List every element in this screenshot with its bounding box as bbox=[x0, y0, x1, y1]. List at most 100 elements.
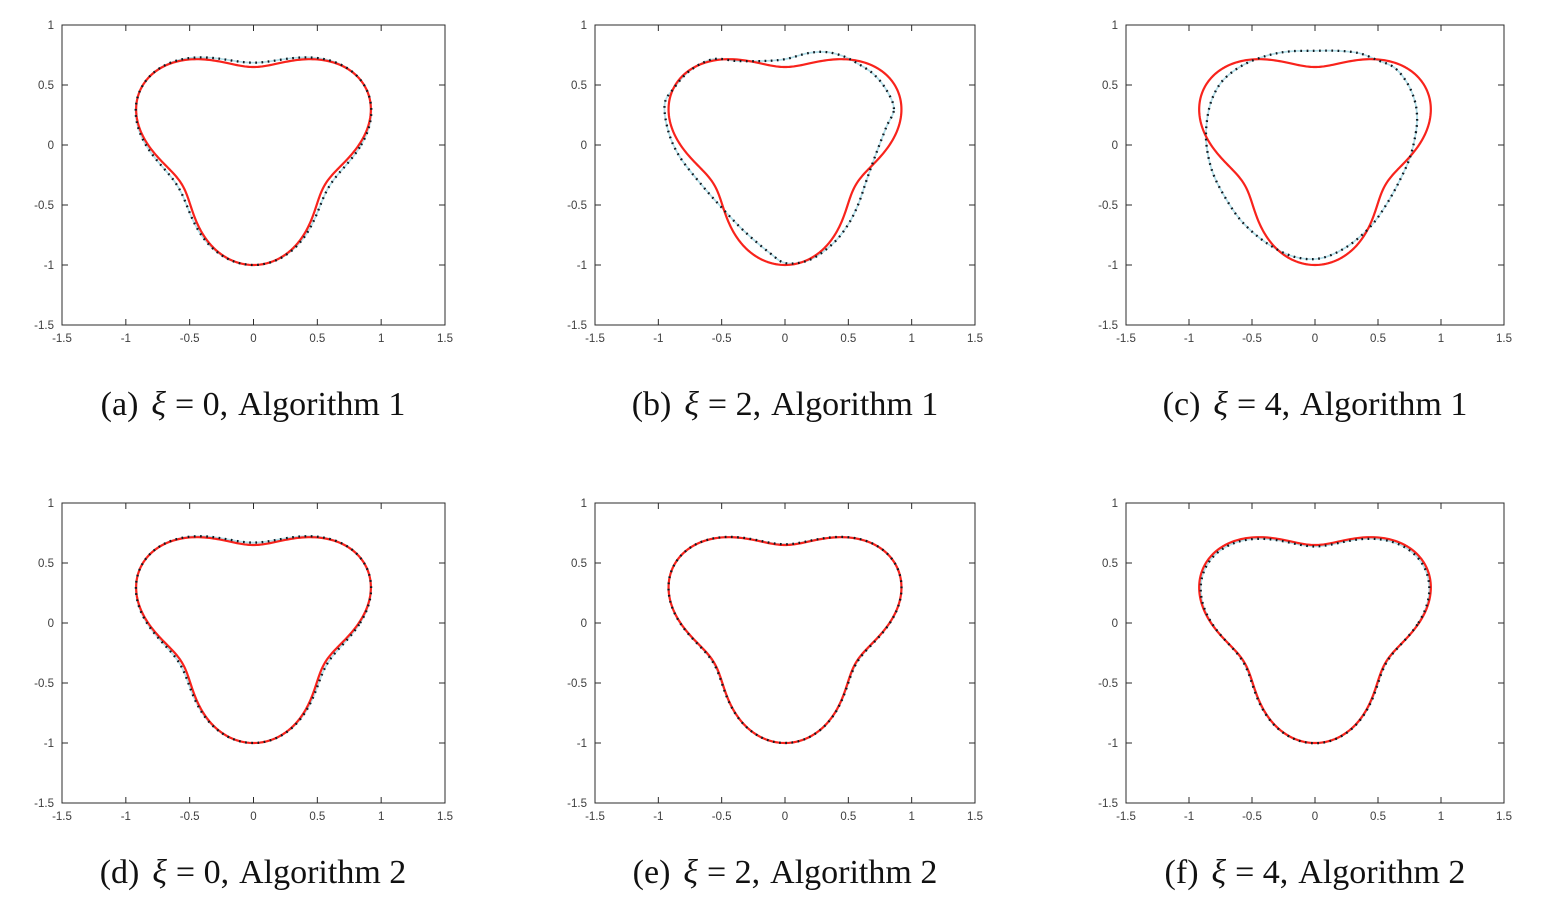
x-tick-label: 1.5 bbox=[1496, 333, 1512, 345]
y-tick-label: 0.5 bbox=[1102, 558, 1118, 570]
caption-e-index: (e) bbox=[632, 854, 671, 891]
y-tick-label: 0 bbox=[48, 140, 54, 152]
x-tick-label: 0.5 bbox=[1370, 333, 1386, 345]
y-tick-label: 0.5 bbox=[571, 558, 587, 570]
caption-b: (b) ξ = 2, Algorithm 1 bbox=[525, 386, 1045, 424]
x-tick-label: -1.5 bbox=[585, 333, 605, 345]
caption-b-algorithm: Algorithm 1 bbox=[771, 386, 939, 423]
x-tick-label: 0.5 bbox=[840, 333, 856, 345]
y-tick-label: -1 bbox=[1108, 738, 1118, 750]
reconstruction-dotted-curve-a bbox=[134, 56, 373, 267]
caption-c-algorithm: Algorithm 1 bbox=[1300, 386, 1468, 423]
caption-a-algorithm: Algorithm 1 bbox=[238, 386, 406, 423]
x-tick-label: -1 bbox=[1184, 333, 1194, 345]
tick-marks-a bbox=[61, 24, 446, 326]
reconstruction-line-a bbox=[134, 56, 373, 266]
x-tick-label: -1 bbox=[121, 333, 131, 345]
x-tick-label: 1.5 bbox=[437, 333, 453, 345]
y-tick-label: -1.5 bbox=[1098, 320, 1118, 332]
x-tick-label: 1 bbox=[378, 811, 384, 823]
tick-labels-f: -1.5 -1 -0.5 0 0.5 1 1.5 -1.5 -1 -0.5 0 0.5 1 bbox=[1098, 498, 1512, 823]
x-tick-label: -0.5 bbox=[712, 811, 732, 823]
y-tick-label: -1 bbox=[577, 260, 587, 272]
y-tick-label: -1.5 bbox=[1098, 798, 1118, 810]
tick-marks-b bbox=[594, 24, 976, 326]
reconstruction-dotted-curve-d bbox=[134, 535, 373, 745]
x-tick-label: 0.5 bbox=[840, 811, 856, 823]
x-tick-label: 1 bbox=[378, 333, 384, 345]
axes-box-e bbox=[594, 502, 976, 804]
reconstruction-dotted-curve-b bbox=[663, 50, 896, 265]
caption-f: (f) ξ = 4, Algorithm 2 bbox=[1055, 854, 1551, 892]
y-tick-label: 0 bbox=[581, 618, 587, 630]
exact-boundary-curve-a bbox=[135, 58, 372, 267]
x-tick-label: 0.5 bbox=[1370, 811, 1386, 823]
exact-boundary-curve-f bbox=[1198, 536, 1432, 745]
caption-a: (a) ξ = 0, Algorithm 1 bbox=[0, 386, 513, 424]
caption-d-algorithm: Algorithm 2 bbox=[239, 854, 407, 891]
caption-f-index: (f) bbox=[1164, 854, 1199, 891]
x-tick-label: -1.5 bbox=[52, 333, 72, 345]
caption-c-equation: = 4, bbox=[1236, 386, 1291, 423]
y-tick-label: 1 bbox=[48, 498, 54, 510]
x-tick-label: 1.5 bbox=[437, 811, 453, 823]
y-tick-label: -0.5 bbox=[567, 200, 587, 212]
caption-e-equation: = 2, bbox=[706, 854, 761, 891]
x-tick-label: 1 bbox=[1438, 811, 1444, 823]
exact-boundary-curve-b bbox=[667, 58, 903, 267]
exact-boundary-curve-c bbox=[1198, 58, 1432, 267]
tick-labels-d: -1.5 -1 -0.5 0 0.5 1 1.5 -1.5 -1 -0.5 0 0.5 1 bbox=[34, 498, 453, 823]
x-tick-label: -1.5 bbox=[1116, 333, 1136, 345]
caption-f-algorithm: Algorithm 2 bbox=[1298, 854, 1466, 891]
tick-marks-f bbox=[1125, 502, 1505, 804]
exact-boundary-curve-d bbox=[135, 536, 372, 745]
x-tick-label: -1 bbox=[121, 811, 131, 823]
tick-labels-a: -1.5 -1 -0.5 0 0.5 1 1.5 -1.5 -1 -0.5 0 0.5 1 bbox=[34, 20, 453, 345]
y-tick-label: 0 bbox=[1112, 618, 1118, 630]
tick-marks-d bbox=[61, 502, 446, 804]
x-tick-label: 0 bbox=[250, 811, 256, 823]
panel-f: -1.5 -1 -0.5 0 0.5 1 1.5 -1.5 -1 -0.5 0 0.5 1 bbox=[1098, 498, 1512, 823]
y-tick-label: 0.5 bbox=[571, 80, 587, 92]
caption-d-index: (d) bbox=[99, 854, 140, 891]
caption-a-xi-symbol: ξ bbox=[151, 386, 166, 423]
reconstruction-line-d bbox=[135, 535, 372, 744]
axes-box-c bbox=[1125, 24, 1505, 326]
y-tick-label: 0 bbox=[48, 618, 54, 630]
axes-box-b bbox=[594, 24, 976, 326]
x-tick-label: -1 bbox=[1184, 811, 1194, 823]
y-tick-label: -1 bbox=[44, 260, 54, 272]
x-tick-label: 0 bbox=[250, 333, 256, 345]
caption-b-index: (b) bbox=[631, 386, 672, 423]
y-tick-label: 1 bbox=[581, 498, 587, 510]
caption-b-xi-symbol: ξ bbox=[684, 386, 699, 423]
tick-labels-b: -1.5 -1 -0.5 0 0.5 1 1.5 -1.5 -1 -0.5 0 0.5 1 bbox=[567, 20, 983, 345]
caption-c-xi-symbol: ξ bbox=[1213, 386, 1228, 423]
caption-e-algorithm: Algorithm 2 bbox=[770, 854, 938, 891]
x-tick-label: -1 bbox=[653, 811, 663, 823]
x-tick-label: 1.5 bbox=[967, 333, 983, 345]
x-tick-label: -0.5 bbox=[1242, 333, 1262, 345]
axes-box-a bbox=[61, 24, 446, 326]
panel-a: -1.5 -1 -0.5 0 0.5 1 1.5 -1.5 -1 -0.5 0 0.5 1 bbox=[34, 20, 453, 345]
caption-a-index: (a) bbox=[100, 386, 139, 423]
y-tick-label: 0.5 bbox=[38, 80, 54, 92]
y-tick-label: 0.5 bbox=[1102, 80, 1118, 92]
caption-d-equation: = 0, bbox=[175, 854, 230, 891]
reconstruction-dotted-curve-e bbox=[667, 535, 903, 745]
y-tick-label: 0.5 bbox=[38, 558, 54, 570]
x-tick-label: -0.5 bbox=[1242, 811, 1262, 823]
caption-a-equation: = 0, bbox=[174, 386, 229, 423]
caption-c-index: (c) bbox=[1162, 386, 1201, 423]
panel-c: -1.5 -1 -0.5 0 0.5 1 1.5 -1.5 -1 -0.5 0 0.5 1 bbox=[1098, 20, 1512, 345]
tick-labels-e: -1.5 -1 -0.5 0 0.5 1 1.5 -1.5 -1 -0.5 0 0.5 1 bbox=[567, 498, 983, 823]
reconstruction-dotted-curve-c bbox=[1204, 49, 1419, 261]
x-tick-label: -1.5 bbox=[585, 811, 605, 823]
x-tick-label: -1.5 bbox=[52, 811, 72, 823]
x-tick-label: 0 bbox=[782, 333, 788, 345]
caption-e-xi-symbol: ξ bbox=[683, 854, 698, 891]
caption-c: (c) ξ = 4, Algorithm 1 bbox=[1055, 386, 1551, 424]
y-tick-label: -0.5 bbox=[34, 200, 54, 212]
y-tick-label: -1 bbox=[577, 738, 587, 750]
